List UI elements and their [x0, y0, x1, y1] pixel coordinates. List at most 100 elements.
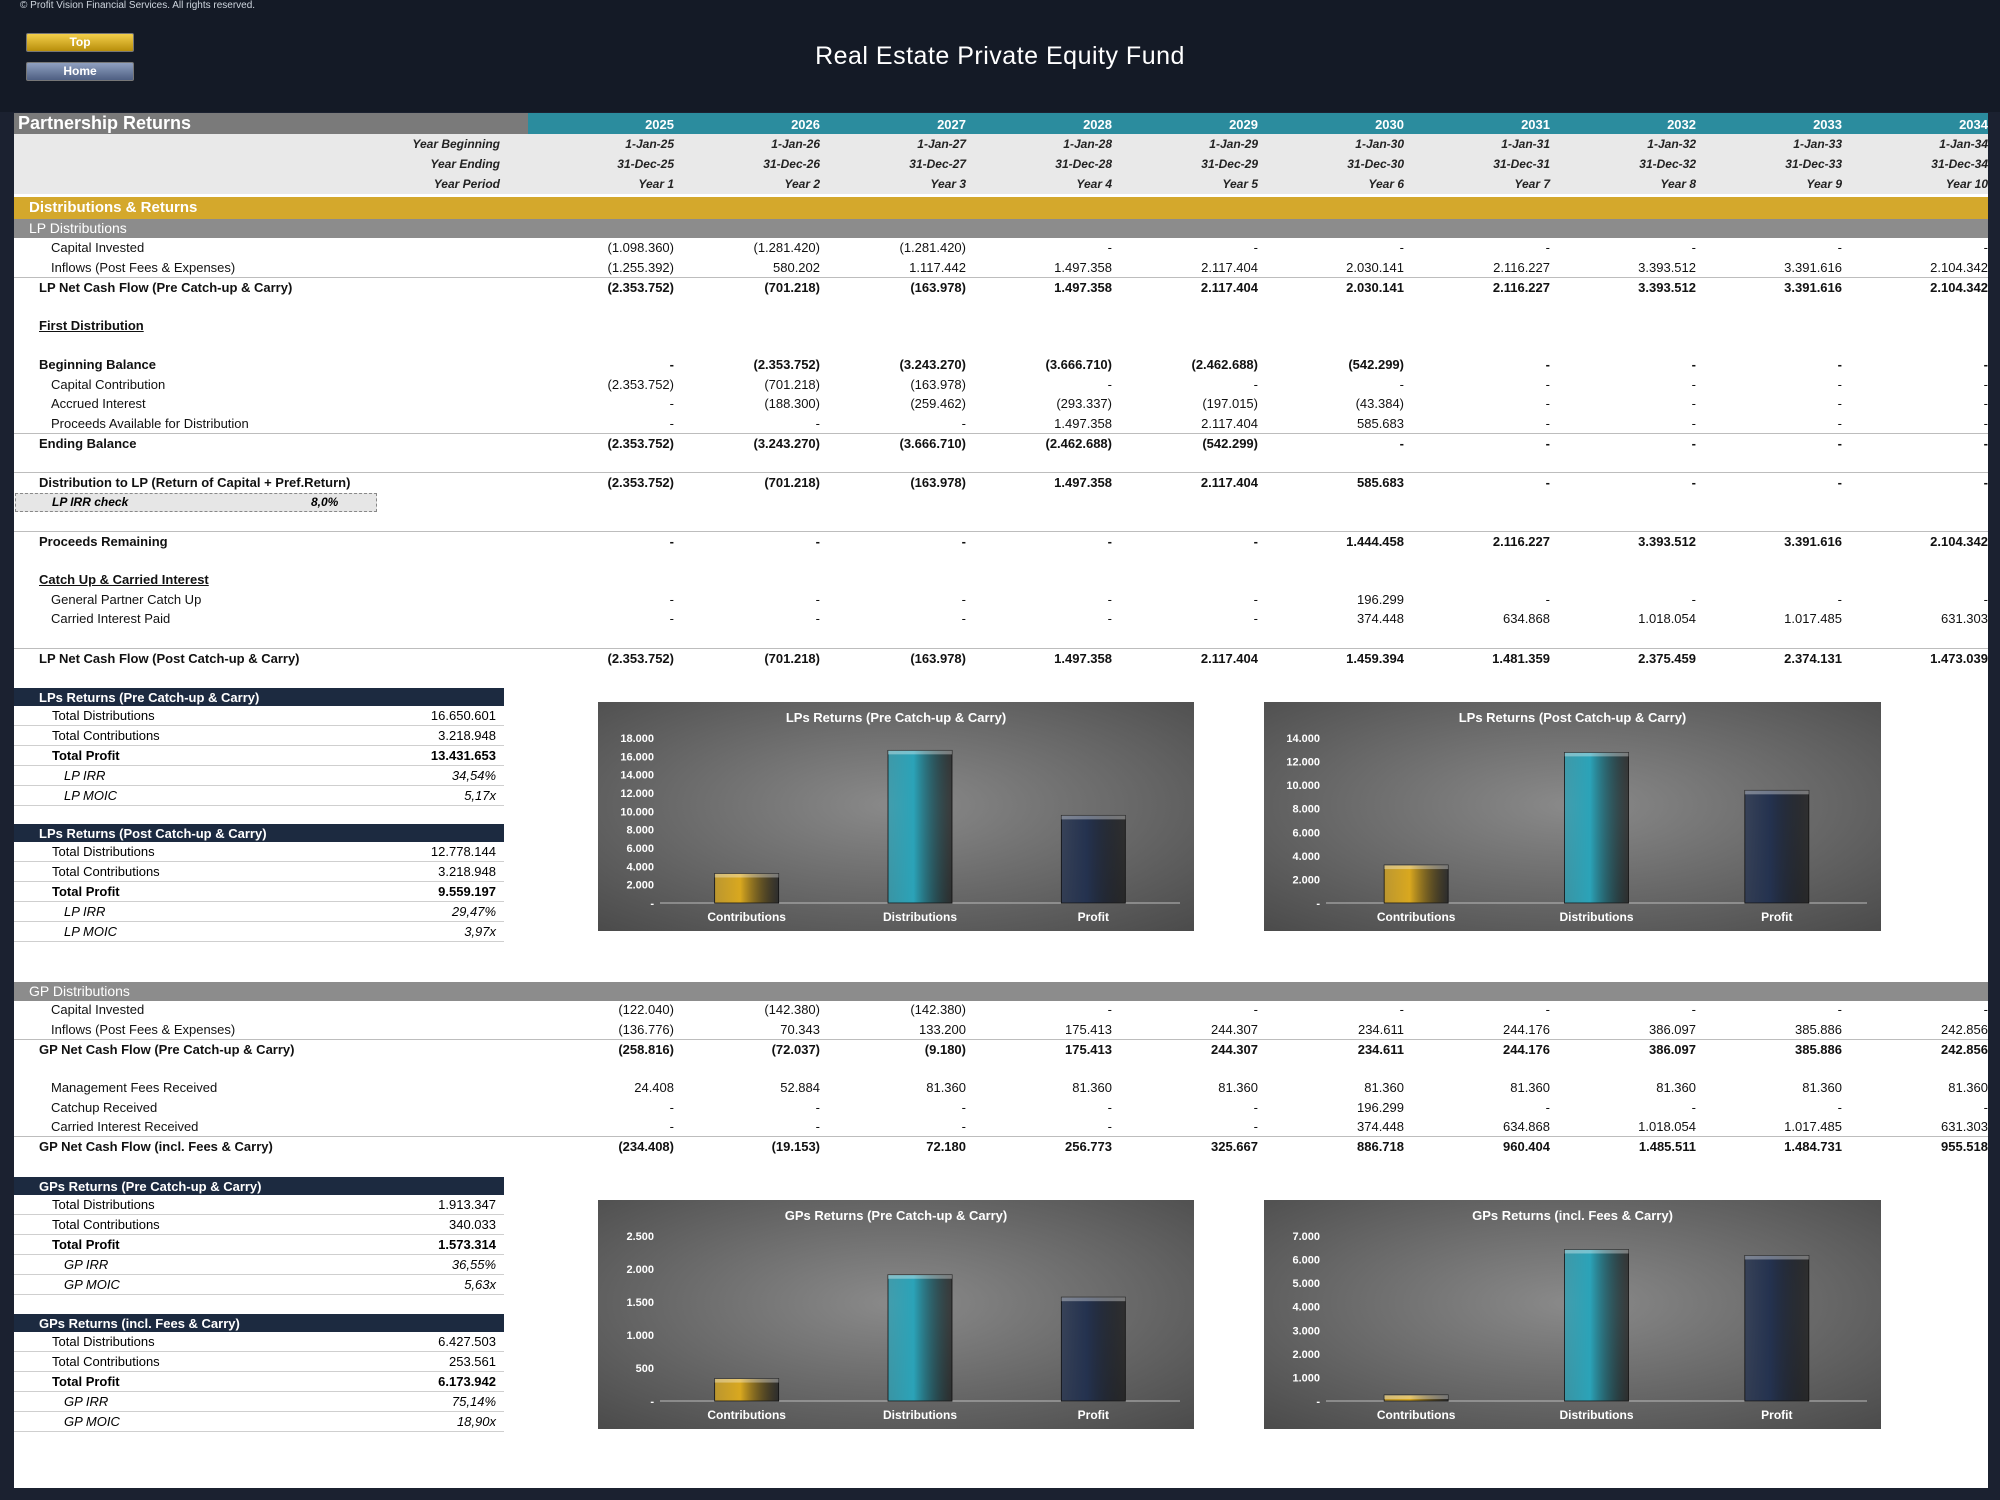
- value-cell[interactable]: -: [961, 1100, 966, 1115]
- bar-distributions[interactable]: [1564, 1249, 1629, 1402]
- summary-value[interactable]: 3.218.948: [438, 864, 496, 879]
- value-cell[interactable]: 2.117.404: [1201, 260, 1258, 275]
- value-cell[interactable]: 1.497.358: [1054, 280, 1112, 295]
- value-cell[interactable]: [1118, 570, 1258, 589]
- summary-value[interactable]: 6.427.503: [438, 1334, 496, 1349]
- value-cell[interactable]: [680, 316, 820, 335]
- value-cell[interactable]: -: [1983, 357, 1988, 372]
- bar-distributions[interactable]: [887, 1274, 953, 1402]
- value-cell[interactable]: -: [1691, 1100, 1696, 1115]
- summary-value[interactable]: 12.778.144: [430, 844, 496, 859]
- value-cell[interactable]: -: [1691, 1002, 1696, 1017]
- value-cell[interactable]: 2.117.404: [1201, 416, 1258, 431]
- value-cell[interactable]: -: [1837, 475, 1842, 490]
- value-cell[interactable]: 1.444.458: [1346, 534, 1404, 549]
- value-cell[interactable]: 1.017.485: [1784, 1119, 1842, 1134]
- value-cell[interactable]: -: [1837, 377, 1842, 392]
- value-cell[interactable]: 244.307: [1211, 1042, 1258, 1057]
- value-cell[interactable]: 234.611: [1357, 1042, 1404, 1057]
- value-cell[interactable]: -: [1399, 1002, 1404, 1017]
- value-cell[interactable]: (3.243.270): [899, 357, 967, 372]
- value-cell[interactable]: 81.360: [1364, 1080, 1404, 1095]
- value-cell[interactable]: 585.683: [1357, 475, 1404, 490]
- value-cell[interactable]: -: [669, 1100, 674, 1115]
- value-cell[interactable]: 634.868: [1503, 611, 1550, 626]
- summary-value[interactable]: 253.561: [449, 1354, 496, 1369]
- value-cell[interactable]: -: [1107, 377, 1112, 392]
- value-cell[interactable]: 2.030.141: [1346, 260, 1404, 275]
- value-cell[interactable]: (2.353.752): [607, 280, 675, 295]
- summary-value[interactable]: 5,17x: [464, 788, 496, 803]
- value-cell[interactable]: -: [1107, 1119, 1112, 1134]
- value-cell[interactable]: 196.299: [1357, 592, 1404, 607]
- summary-value[interactable]: 34,54%: [451, 768, 496, 783]
- value-cell[interactable]: (258.816): [618, 1042, 674, 1057]
- value-cell[interactable]: [1702, 570, 1842, 589]
- value-cell[interactable]: -: [669, 357, 674, 372]
- value-cell[interactable]: 631.303: [1941, 611, 1988, 626]
- value-cell[interactable]: (542.299): [1348, 357, 1404, 372]
- value-cell[interactable]: 2.116.227: [1492, 280, 1550, 295]
- value-cell[interactable]: 81.360: [1802, 1080, 1842, 1095]
- value-cell[interactable]: (2.353.752): [607, 475, 675, 490]
- value-cell[interactable]: -: [961, 534, 966, 549]
- value-cell[interactable]: -: [1545, 377, 1550, 392]
- value-cell[interactable]: -: [1837, 592, 1842, 607]
- value-cell[interactable]: 2.104.342: [1930, 534, 1988, 549]
- top-button[interactable]: Top: [26, 33, 134, 52]
- value-cell[interactable]: -: [1545, 592, 1550, 607]
- summary-value[interactable]: 9.559.197: [438, 884, 496, 899]
- value-cell[interactable]: -: [1837, 1100, 1842, 1115]
- value-cell[interactable]: -: [1253, 611, 1258, 626]
- value-cell[interactable]: -: [961, 1119, 966, 1134]
- value-cell[interactable]: 325.667: [1211, 1139, 1258, 1154]
- value-cell[interactable]: -: [1837, 436, 1842, 451]
- value-cell[interactable]: 3.391.616: [1784, 260, 1842, 275]
- value-cell[interactable]: -: [1107, 1002, 1112, 1017]
- value-cell[interactable]: -: [1545, 436, 1550, 451]
- value-cell[interactable]: -: [1691, 396, 1696, 411]
- value-cell[interactable]: 1.018.054: [1638, 1119, 1696, 1134]
- summary-value[interactable]: 5,63x: [464, 1277, 496, 1292]
- bar-contributions[interactable]: [714, 873, 780, 904]
- value-cell[interactable]: -: [1545, 396, 1550, 411]
- value-cell[interactable]: [1264, 316, 1404, 335]
- value-cell[interactable]: (701.218): [764, 280, 820, 295]
- value-cell[interactable]: (234.408): [618, 1139, 674, 1154]
- value-cell[interactable]: [1848, 570, 1988, 589]
- value-cell[interactable]: 81.360: [1072, 1080, 1112, 1095]
- value-cell[interactable]: 81.360: [1218, 1080, 1258, 1095]
- bar-profit[interactable]: [1060, 1296, 1126, 1402]
- value-cell[interactable]: 3.393.512: [1638, 280, 1696, 295]
- value-cell[interactable]: -: [1545, 1100, 1550, 1115]
- value-cell[interactable]: (163.978): [910, 280, 966, 295]
- value-cell[interactable]: 580.202: [773, 260, 820, 275]
- value-cell[interactable]: 242.856: [1941, 1042, 1988, 1057]
- value-cell[interactable]: 196.299: [1357, 1100, 1404, 1115]
- value-cell[interactable]: 1.484.731: [1784, 1139, 1842, 1154]
- value-cell[interactable]: 1.117.442: [909, 260, 966, 275]
- value-cell[interactable]: -: [815, 416, 820, 431]
- value-cell[interactable]: -: [1107, 592, 1112, 607]
- value-cell[interactable]: (542.299): [1202, 436, 1258, 451]
- value-cell[interactable]: -: [1253, 240, 1258, 255]
- value-cell[interactable]: -: [1107, 534, 1112, 549]
- value-cell[interactable]: 1.485.511: [1638, 1139, 1696, 1154]
- value-cell[interactable]: 960.404: [1503, 1139, 1550, 1154]
- value-cell[interactable]: 2.117.404: [1200, 475, 1258, 490]
- value-cell[interactable]: 52.884: [780, 1080, 820, 1095]
- value-cell[interactable]: -: [1545, 357, 1550, 372]
- value-cell[interactable]: (43.384): [1355, 396, 1404, 411]
- value-cell[interactable]: [1118, 316, 1258, 335]
- value-cell[interactable]: -: [1837, 240, 1842, 255]
- value-cell[interactable]: 244.176: [1503, 1022, 1550, 1037]
- value-cell[interactable]: (3.666.710): [1045, 357, 1113, 372]
- value-cell[interactable]: -: [815, 1100, 820, 1115]
- value-cell[interactable]: (2.462.688): [1191, 357, 1259, 372]
- value-cell[interactable]: (122.040): [618, 1002, 674, 1017]
- value-cell[interactable]: -: [961, 592, 966, 607]
- value-cell[interactable]: -: [1691, 436, 1696, 451]
- bar-contributions[interactable]: [714, 1378, 780, 1402]
- value-cell[interactable]: 81.360: [926, 1080, 966, 1095]
- value-cell[interactable]: 234.611: [1357, 1022, 1404, 1037]
